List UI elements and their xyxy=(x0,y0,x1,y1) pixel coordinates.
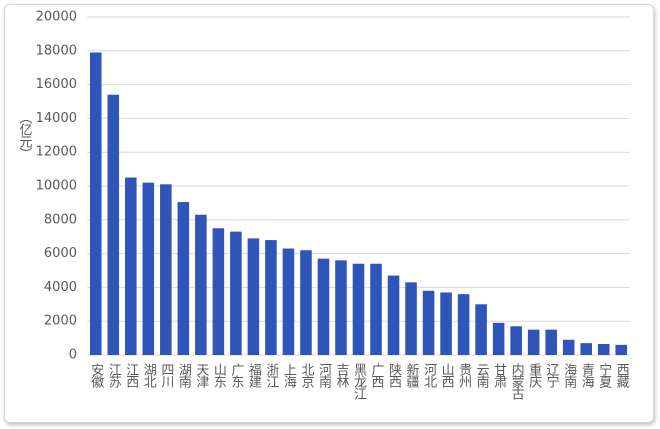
bar xyxy=(247,238,260,355)
y-tick-label: 14000 xyxy=(36,111,77,126)
bar xyxy=(335,260,347,355)
x-tick-label: 云南 xyxy=(474,363,490,388)
x-tick-label: 宁夏 xyxy=(596,362,612,388)
y-tick-label: 12000 xyxy=(36,145,77,160)
bar xyxy=(160,184,172,355)
x-tick-label: 福建 xyxy=(246,363,262,389)
bar xyxy=(142,182,155,355)
y-tick-label: 0 xyxy=(69,348,77,363)
x-tick-label: 天津 xyxy=(193,363,209,388)
bar xyxy=(510,326,522,355)
bar xyxy=(405,282,417,355)
y-tick-label: 4000 xyxy=(44,280,77,295)
y-tick-label: 8000 xyxy=(44,212,77,227)
bar xyxy=(562,339,575,355)
y-tick-label: 16000 xyxy=(36,77,77,92)
bar xyxy=(440,292,452,355)
x-tick-label: 广西 xyxy=(369,363,385,388)
bar xyxy=(265,240,277,355)
x-tick-label: 广东 xyxy=(228,363,244,388)
y-axis-label: （亿元） xyxy=(17,111,33,159)
x-tick-label: 海南 xyxy=(561,363,577,388)
bar xyxy=(89,52,102,356)
y-tick-label: 6000 xyxy=(44,246,77,261)
x-tick-label: 上海 xyxy=(281,363,297,388)
x-tick-label: 安徽 xyxy=(88,363,104,388)
x-tick-label: 黑龙江 xyxy=(351,363,367,400)
bar xyxy=(230,231,242,355)
x-tick-label: 吉林 xyxy=(333,363,349,388)
bar xyxy=(352,263,365,355)
bar xyxy=(527,329,540,355)
y-tick-label: 20000 xyxy=(36,10,77,25)
bar xyxy=(370,263,382,355)
x-tick-label: 甘肃 xyxy=(491,363,507,388)
x-tick-label: 江西 xyxy=(123,363,139,388)
bar xyxy=(545,329,557,355)
x-tick-label: 内蒙古 xyxy=(509,362,525,400)
bar xyxy=(492,322,505,355)
x-tick-label: 湖北 xyxy=(141,363,157,389)
bar xyxy=(615,344,628,355)
bar xyxy=(580,343,592,355)
x-tick-label: 北京 xyxy=(298,363,314,388)
x-tick-label: 陕西 xyxy=(386,363,402,388)
y-tick-label: 10000 xyxy=(36,179,77,194)
bar xyxy=(597,344,610,355)
y-tick-label: 18000 xyxy=(36,43,77,58)
bar xyxy=(422,290,435,355)
x-tick-label: 重庆 xyxy=(526,362,542,388)
x-tick-label: 辽宁 xyxy=(544,363,560,388)
bar xyxy=(195,214,207,355)
bar xyxy=(212,228,225,355)
x-tick-label: 山西 xyxy=(439,363,455,388)
bar xyxy=(300,250,312,355)
bar xyxy=(317,258,330,355)
x-tick-label: 新疆 xyxy=(404,362,420,388)
x-tick-label: 湖南 xyxy=(176,363,192,388)
x-tick-label: 青海 xyxy=(579,363,595,388)
x-tick-label: 西藏 xyxy=(614,363,630,388)
x-tick-label: 江苏 xyxy=(106,363,122,388)
x-tick-label: 浙江 xyxy=(263,363,279,388)
bar xyxy=(282,248,295,355)
bar xyxy=(125,177,137,355)
x-tick-label: 河南 xyxy=(316,363,332,388)
bar xyxy=(387,275,400,355)
x-tick-label: 山东 xyxy=(211,363,227,388)
y-tick-label: 2000 xyxy=(44,314,77,329)
bar xyxy=(177,202,190,355)
bar xyxy=(457,294,470,355)
x-tick-label: 四川 xyxy=(158,363,174,388)
bar xyxy=(107,94,120,356)
x-tick-label: 贵州 xyxy=(456,363,472,388)
x-tick-label: 河北 xyxy=(421,363,437,389)
bar xyxy=(475,304,487,355)
